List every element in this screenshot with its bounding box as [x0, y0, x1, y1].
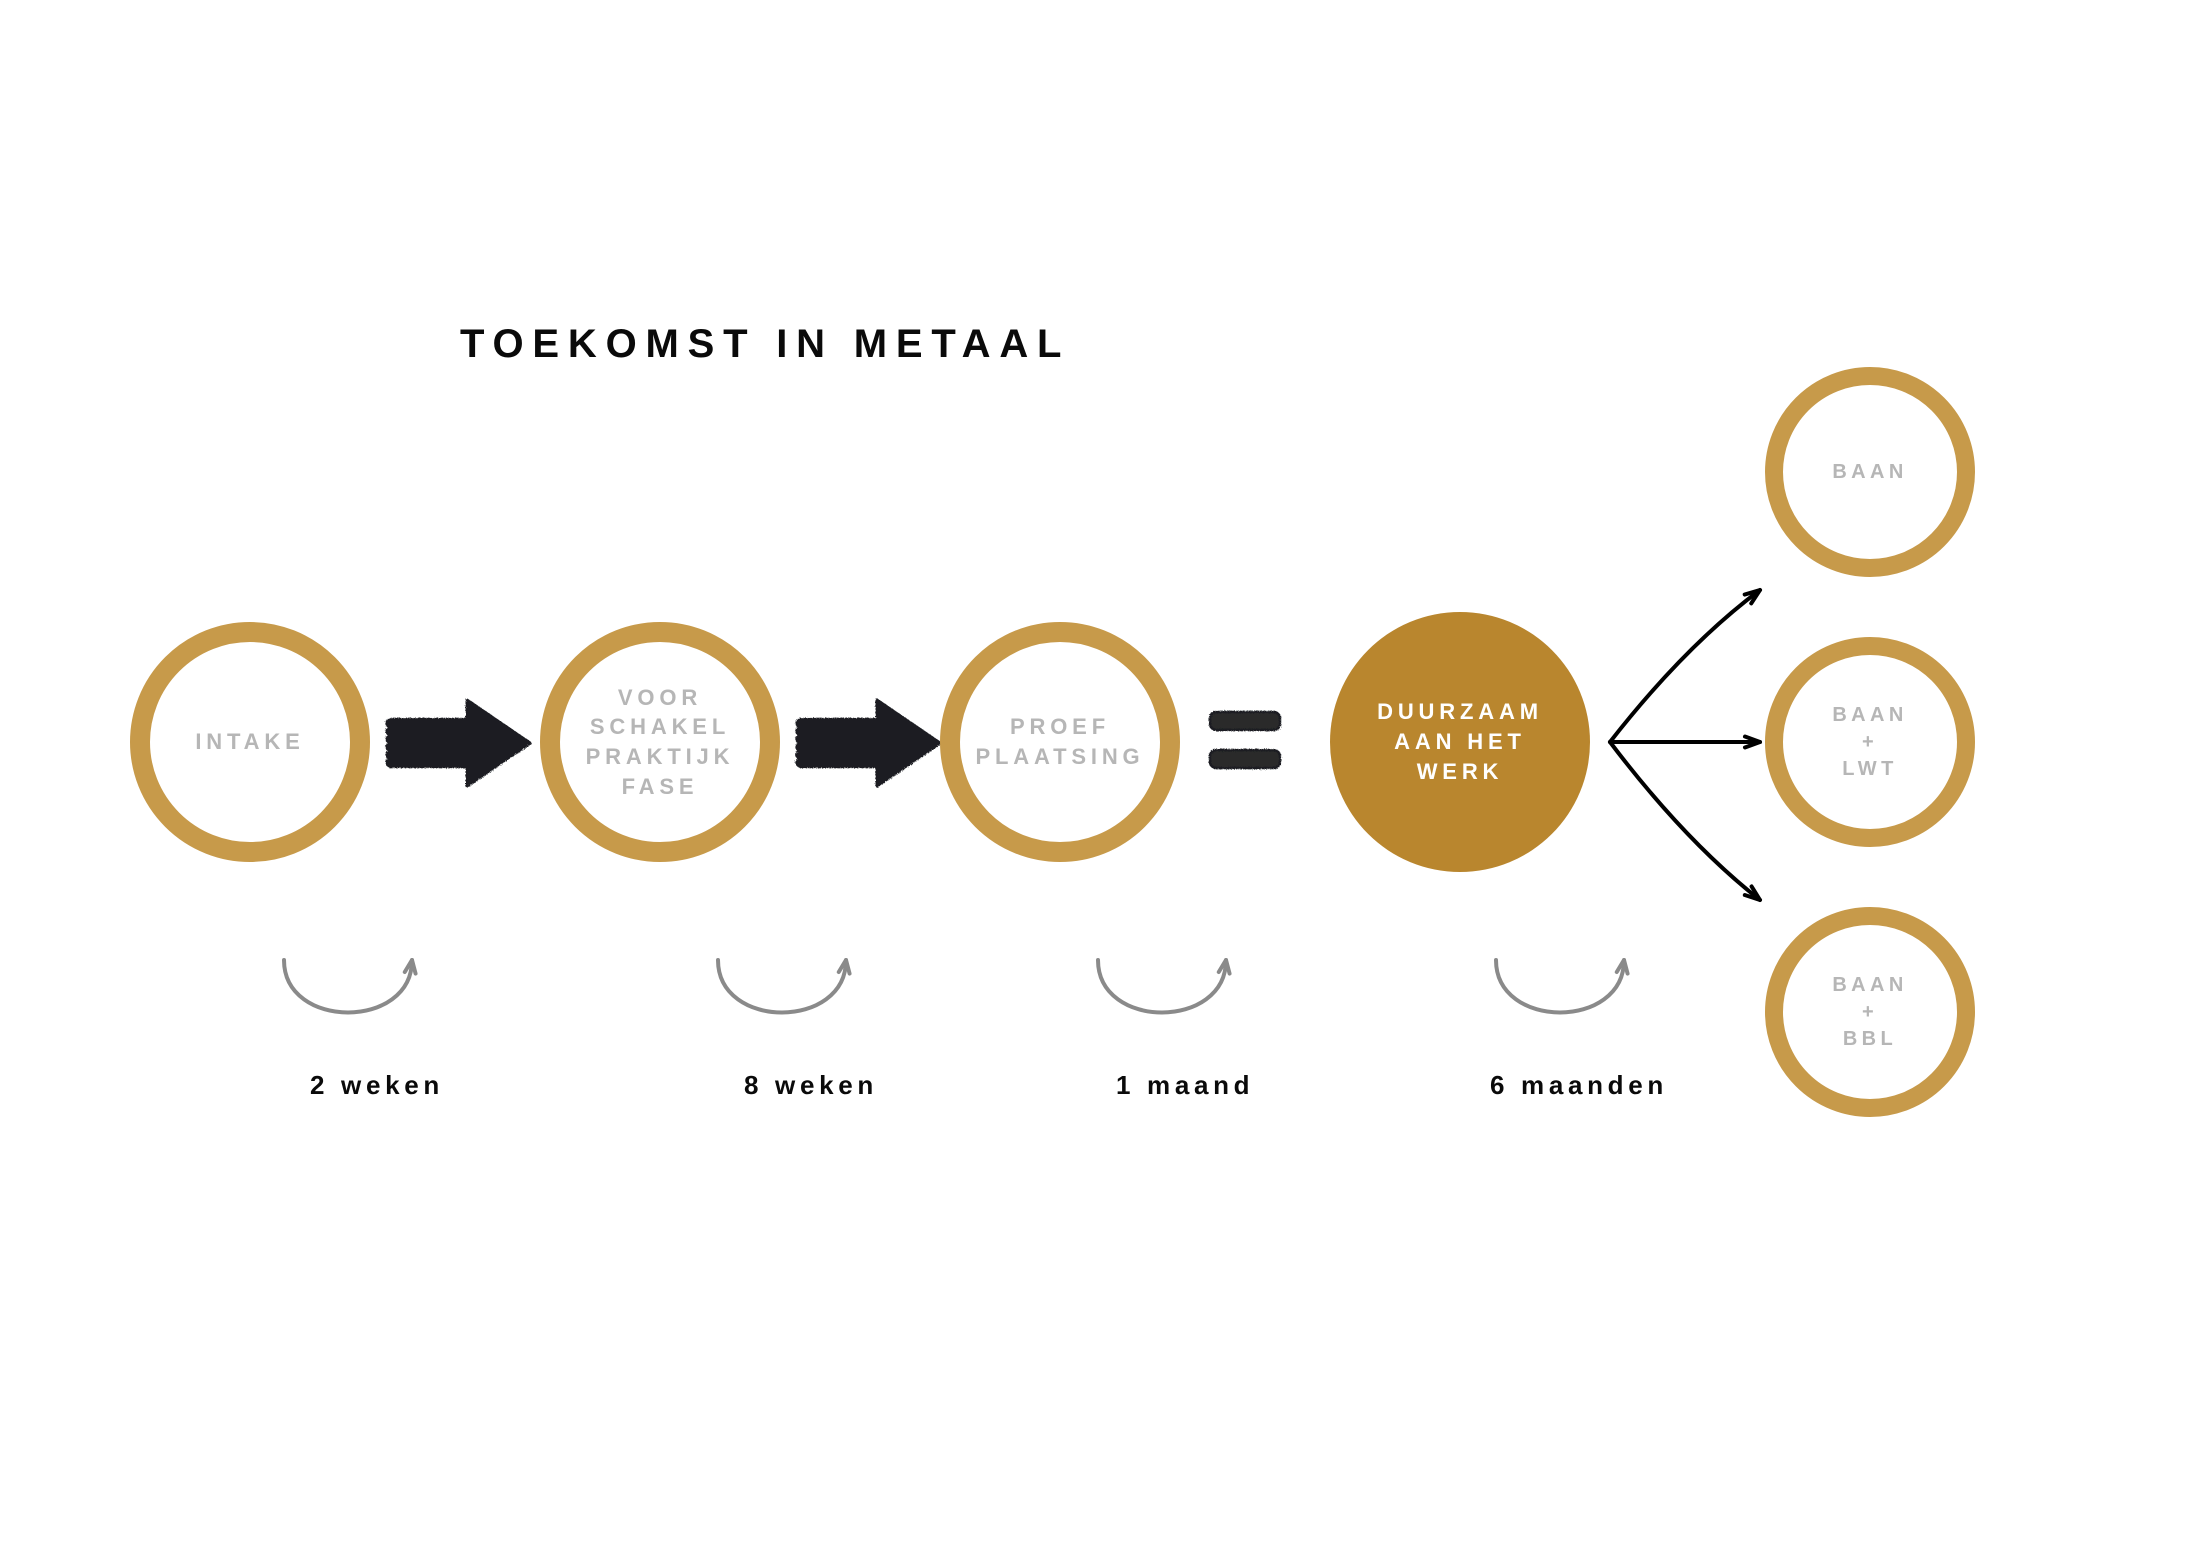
- duration-curve-d1: [284, 960, 416, 1013]
- duration-d1: 2 weken: [310, 1070, 444, 1101]
- duration-curve-d3: [1098, 960, 1230, 1013]
- outcome-baan-label: BAAN: [1832, 459, 1907, 486]
- outcome-baan_lwt: BAAN + LWT: [1765, 637, 1975, 847]
- node-voorschakel-label: VOOR SCHAKEL PRAKTIJK FASE: [586, 683, 735, 802]
- connector-arrow1: [390, 700, 530, 786]
- duration-d2: 8 weken: [744, 1070, 878, 1101]
- node-duurzaam-label: DUURZAAM AAN HET WERK: [1377, 697, 1543, 786]
- node-duurzaam: DUURZAAM AAN HET WERK: [1330, 612, 1590, 872]
- duration-curve-d2: [718, 960, 850, 1013]
- duration-d3: 1 maand: [1116, 1070, 1254, 1101]
- connector-arrow2: [800, 700, 940, 786]
- outcome-baan_lwt-label: BAAN + LWT: [1832, 702, 1907, 783]
- connector-equals: [1210, 712, 1280, 768]
- node-intake-label: INTAKE: [195, 727, 304, 757]
- outcome-baan_bbl: BAAN + BBL: [1765, 907, 1975, 1117]
- node-proef: PROEF PLAATSING: [940, 622, 1180, 862]
- node-voorschakel: VOOR SCHAKEL PRAKTIJK FASE: [540, 622, 780, 862]
- node-intake: INTAKE: [130, 622, 370, 862]
- diagram-stage: TOEKOMST IN METAAL INTAKE VOOR SCHAKEL PR…: [0, 0, 2200, 1556]
- outcome-baan_bbl-label: BAAN + BBL: [1832, 972, 1907, 1053]
- branch-arrow-1: [1610, 737, 1760, 748]
- diagram-title: TOEKOMST IN METAAL: [460, 322, 1070, 367]
- duration-d4: 6 maanden: [1490, 1070, 1668, 1101]
- node-proef-label: PROEF PLAATSING: [975, 712, 1144, 771]
- branch-arrow-2: [1610, 742, 1760, 900]
- branch-arrow-0: [1610, 590, 1760, 742]
- outcome-baan: BAAN: [1765, 367, 1975, 577]
- duration-curve-d4: [1496, 960, 1628, 1013]
